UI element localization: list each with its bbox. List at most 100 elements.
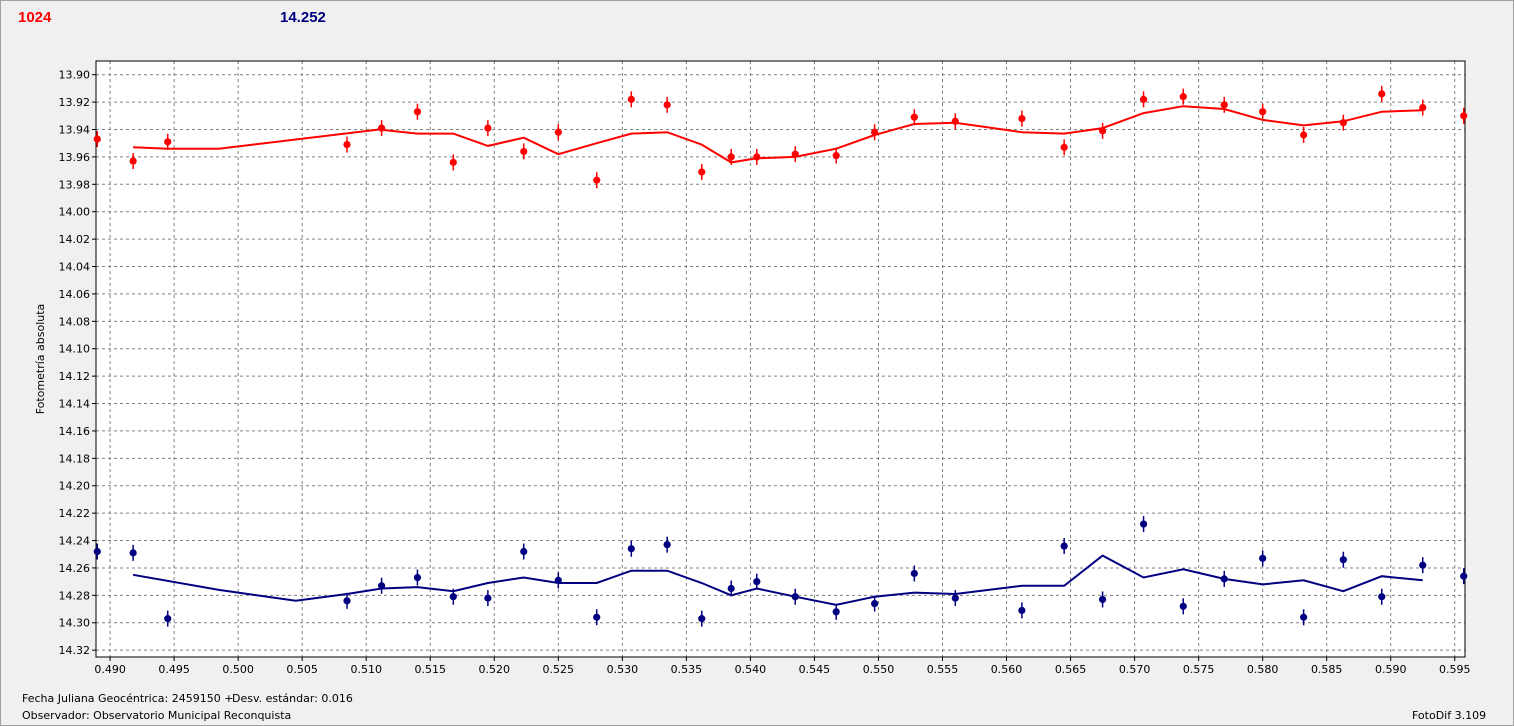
y-tick-label: 14.22 xyxy=(59,507,91,520)
red-data-point xyxy=(1060,143,1068,151)
red-data-point xyxy=(593,176,601,184)
blue-data-point xyxy=(1259,554,1267,562)
red-data-point xyxy=(627,95,635,103)
y-tick-label: 13.98 xyxy=(59,178,91,191)
red-data-point xyxy=(413,108,422,116)
red-data-point xyxy=(164,138,172,146)
x-tick-label: 0.505 xyxy=(286,663,318,676)
blue-data-point xyxy=(1460,572,1468,580)
blue-data-point xyxy=(1018,606,1026,615)
red-data-point xyxy=(1339,119,1347,127)
y-tick-label: 14.04 xyxy=(59,261,91,274)
y-tick-label: 14.32 xyxy=(59,644,91,657)
red-data-point xyxy=(753,153,761,161)
x-tick-label: 0.560 xyxy=(991,663,1023,676)
y-axis-label: Fotometría absoluta xyxy=(34,304,47,415)
julian-date-label: Fecha Juliana Geocéntrica: 2459150 + xyxy=(22,692,234,705)
blue-fit-line xyxy=(132,554,1423,606)
x-tick-label: 0.545 xyxy=(799,663,831,676)
observer-label: Observador: Observatorio Municipal Recon… xyxy=(22,709,292,722)
blue-data-point xyxy=(377,582,386,590)
x-tick-label: 0.530 xyxy=(607,663,639,676)
red-data-point xyxy=(871,128,879,136)
blue-data-point xyxy=(871,599,879,608)
x-tick-label: 0.585 xyxy=(1311,663,1343,676)
red-data-point xyxy=(791,150,799,158)
blue-data-point xyxy=(1419,561,1427,569)
x-tick-label: 0.565 xyxy=(1055,663,1087,676)
blue-data-point xyxy=(343,597,351,605)
x-tick-label: 0.580 xyxy=(1247,663,1279,676)
x-tick-label: 0.515 xyxy=(414,663,446,676)
red-data-point xyxy=(129,157,137,165)
x-tick-label: 0.575 xyxy=(1183,663,1215,676)
red-data-point xyxy=(910,113,918,121)
y-tick-label: 14.16 xyxy=(59,425,91,438)
x-tick-label: 0.495 xyxy=(158,663,190,676)
x-tick-label: 0.595 xyxy=(1439,663,1471,676)
blue-data-point xyxy=(1098,595,1107,604)
red-data-point xyxy=(1300,131,1308,139)
blue-data-point xyxy=(554,576,562,584)
blue-data-point xyxy=(164,615,172,623)
blue-data-point xyxy=(698,615,706,623)
red-data-point xyxy=(663,101,671,109)
x-tick-label: 0.490 xyxy=(94,663,126,676)
blue-data-point xyxy=(593,613,601,621)
blue-data-point xyxy=(1300,613,1308,621)
blue-data-point xyxy=(484,594,492,602)
y-tick-label: 14.20 xyxy=(59,480,91,493)
x-tick-label: 0.535 xyxy=(671,663,703,676)
red-data-point xyxy=(1220,101,1228,109)
y-tick-label: 14.10 xyxy=(59,343,91,356)
y-tick-label: 14.28 xyxy=(59,589,91,602)
y-tick-label: 14.00 xyxy=(59,206,91,219)
y-tick-label: 14.18 xyxy=(59,452,91,465)
blue-data-point xyxy=(1060,542,1068,550)
blue-data-point xyxy=(1139,520,1148,528)
plot-area xyxy=(95,60,1466,658)
red-data-point xyxy=(1179,93,1187,101)
y-tick-label: 14.24 xyxy=(59,535,91,548)
blue-data-point xyxy=(1220,575,1228,583)
blue-data-point xyxy=(520,547,528,556)
plot-border xyxy=(95,60,1466,658)
x-tick-label: 0.520 xyxy=(479,663,511,676)
y-tick-label: 14.30 xyxy=(59,617,91,630)
x-tick-label: 0.525 xyxy=(543,663,575,676)
x-tick-label: 0.555 xyxy=(927,663,959,676)
x-tick-label: 0.570 xyxy=(1119,663,1151,676)
x-tick-label: 0.590 xyxy=(1375,663,1407,676)
y-tick-label: 13.90 xyxy=(59,69,91,82)
y-tick-label: 14.26 xyxy=(59,562,91,575)
blue-data-point xyxy=(1378,593,1386,601)
red-data-point xyxy=(1419,103,1427,112)
blue-data-point xyxy=(413,573,422,582)
red-data-point xyxy=(520,147,528,156)
red-data-point xyxy=(1460,112,1468,120)
blue-data-point xyxy=(753,578,761,586)
x-tick-label: 0.540 xyxy=(735,663,767,676)
blue-data-point xyxy=(129,549,137,557)
x-tick-label: 0.500 xyxy=(222,663,254,676)
red-data-point xyxy=(698,168,706,176)
blue-data-point xyxy=(663,541,671,549)
red-data-point xyxy=(1139,95,1148,103)
y-tick-label: 13.92 xyxy=(59,96,91,109)
y-tick-label: 14.08 xyxy=(59,315,91,328)
y-tick-label: 14.12 xyxy=(59,370,91,383)
y-tick-label: 14.02 xyxy=(59,233,91,246)
y-tick-label: 14.14 xyxy=(59,398,91,411)
red-data-point xyxy=(1018,114,1026,123)
blue-data-point xyxy=(1339,556,1347,564)
red-data-point xyxy=(93,135,101,143)
x-tick-label: 0.550 xyxy=(863,663,895,676)
red-data-point xyxy=(554,128,562,136)
blue-data-point xyxy=(791,593,799,601)
y-tick-label: 13.96 xyxy=(59,151,91,164)
blue-data-point xyxy=(832,608,840,616)
y-tick-label: 14.06 xyxy=(59,288,91,301)
blue-star-readout: 14.252 xyxy=(280,9,326,26)
blue-data-point xyxy=(449,593,457,601)
